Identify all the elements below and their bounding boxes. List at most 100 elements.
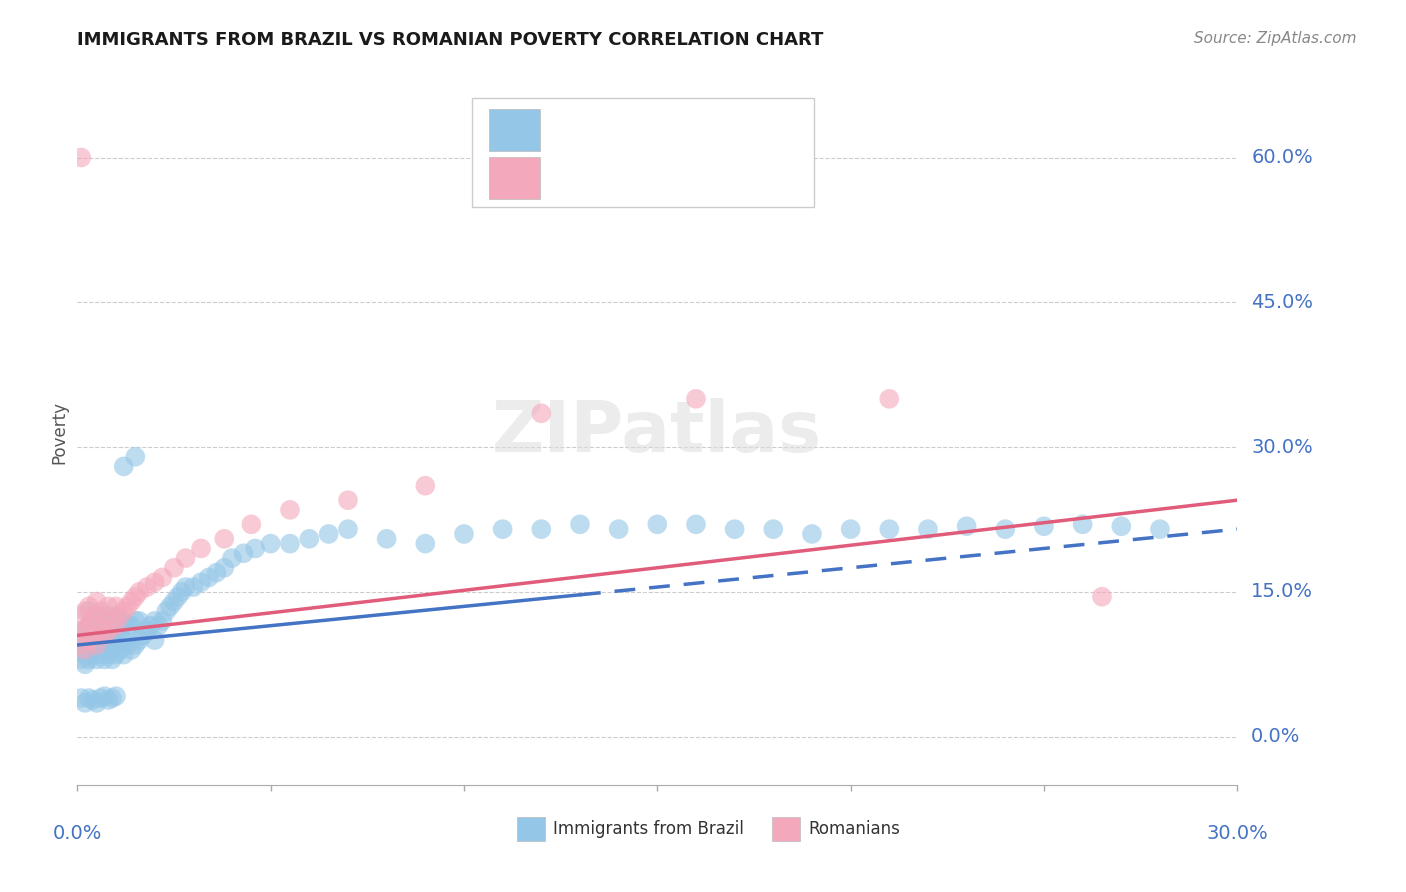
Text: Source: ZipAtlas.com: Source: ZipAtlas.com <box>1194 31 1357 46</box>
Point <box>917 522 939 536</box>
Point <box>82 614 104 628</box>
Point <box>86 638 108 652</box>
Point <box>762 522 785 536</box>
Point <box>128 585 150 599</box>
Point <box>375 532 398 546</box>
Point <box>170 585 193 599</box>
Point <box>82 628 104 642</box>
Point <box>278 536 301 550</box>
Point <box>124 450 146 464</box>
Point <box>163 594 186 608</box>
Y-axis label: Poverty: Poverty <box>51 401 69 464</box>
Point <box>101 624 124 638</box>
Point <box>93 652 115 666</box>
Point <box>724 522 747 536</box>
Point <box>93 609 115 624</box>
Point <box>569 517 592 532</box>
Point <box>77 618 100 632</box>
Point <box>163 561 186 575</box>
Point <box>70 691 93 706</box>
Point <box>190 541 212 556</box>
Point <box>75 696 96 710</box>
Point <box>685 517 707 532</box>
Text: 30.0%: 30.0% <box>1251 438 1313 457</box>
Point <box>214 561 236 575</box>
FancyBboxPatch shape <box>489 157 540 199</box>
Text: 60.0%: 60.0% <box>1251 148 1313 167</box>
Point <box>93 618 115 632</box>
Point <box>77 618 100 632</box>
Point <box>278 503 301 517</box>
Point <box>607 522 630 536</box>
Point <box>124 614 146 628</box>
Point <box>136 624 159 638</box>
Point <box>112 614 135 628</box>
Point <box>75 638 96 652</box>
Point <box>108 624 131 638</box>
Point <box>108 642 131 657</box>
Point <box>82 648 104 662</box>
Point <box>190 575 212 590</box>
Point <box>97 648 120 662</box>
Point <box>82 638 104 652</box>
Point <box>105 618 127 632</box>
Text: ZIPatlas: ZIPatlas <box>492 398 823 467</box>
Point <box>70 624 93 638</box>
Point <box>77 691 100 706</box>
Point <box>413 479 436 493</box>
Point <box>298 532 321 546</box>
Point <box>214 532 236 546</box>
Point <box>413 536 436 550</box>
Point <box>112 648 135 662</box>
Text: R = 0.273: R = 0.273 <box>550 169 640 187</box>
Point <box>97 624 120 638</box>
Point <box>101 638 124 652</box>
Point <box>530 522 553 536</box>
Point <box>90 638 111 652</box>
FancyBboxPatch shape <box>772 817 800 840</box>
Point <box>492 522 515 536</box>
Text: R = 0.255: R = 0.255 <box>550 121 640 139</box>
Point <box>318 527 340 541</box>
Point <box>124 638 146 652</box>
Point <box>86 696 108 710</box>
Point <box>260 536 283 550</box>
Point <box>136 580 159 594</box>
Text: 45.0%: 45.0% <box>1251 293 1313 312</box>
Point <box>90 604 111 618</box>
Text: 15.0%: 15.0% <box>1251 582 1313 601</box>
Point <box>1149 522 1171 536</box>
Point <box>139 618 162 632</box>
Point <box>143 633 166 648</box>
Point <box>121 594 143 608</box>
Point <box>124 590 146 604</box>
Point <box>105 624 127 638</box>
Point <box>240 517 263 532</box>
Point <box>159 599 181 614</box>
Point <box>77 642 100 657</box>
Point <box>101 691 124 706</box>
Point <box>1111 519 1133 533</box>
Point <box>90 624 111 638</box>
Point <box>97 609 120 624</box>
Point <box>77 599 100 614</box>
Point <box>105 609 127 624</box>
Point <box>128 614 150 628</box>
Point <box>90 618 111 632</box>
Point <box>86 594 108 608</box>
FancyBboxPatch shape <box>517 817 544 840</box>
Point <box>70 652 93 666</box>
Point <box>75 624 96 638</box>
Point <box>86 618 108 632</box>
Point <box>117 638 139 652</box>
Point <box>97 693 120 707</box>
Point <box>155 604 177 618</box>
Point <box>90 628 111 642</box>
Point <box>105 689 127 703</box>
Point <box>97 638 120 652</box>
Point <box>121 618 143 632</box>
Point <box>221 551 243 566</box>
Point <box>70 638 93 652</box>
Point <box>205 566 228 580</box>
Point <box>86 609 108 624</box>
